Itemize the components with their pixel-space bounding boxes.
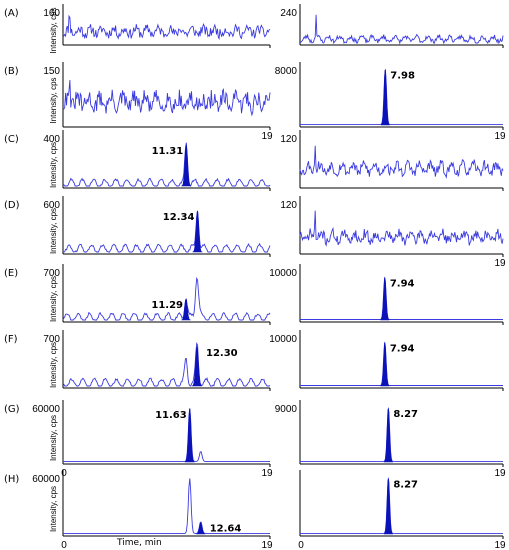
row-label: (E): [4, 268, 18, 279]
chromatogram-panel: 600 (D) 12.34 Intensity, cps: [4, 196, 271, 257]
y-max-tick-label: 10000: [269, 334, 297, 345]
chromatogram-panel: 60000 0 19 (G) 11.63 Intensity, cps: [4, 400, 273, 479]
y-axis-label: Intensity, cps: [49, 77, 58, 123]
y-max-tick-label: 10000: [269, 268, 297, 279]
chromatogram-panel: 8000 19 7.98: [275, 62, 506, 142]
chromatogram-panel: 240: [280, 4, 504, 48]
y-max-tick-label: 60000: [32, 404, 60, 415]
chromatogram-panel: 9000 19 8.27: [275, 400, 506, 479]
row-label: (D): [4, 200, 20, 211]
filled-peak: [192, 210, 203, 253]
x-end-tick-label: 19: [261, 131, 273, 142]
y-axis-label: Intensity, cps: [49, 486, 58, 532]
chromatogram-trace: [62, 142, 271, 187]
y-axis-label: Intensity, cps: [49, 7, 58, 53]
chromatogram-trace: [300, 479, 503, 534]
peak-retention-label: 7.94: [390, 279, 415, 290]
chromatogram-panel: 10000 7.94: [269, 330, 504, 391]
row-label: (F): [4, 334, 18, 345]
filled-peak: [196, 521, 206, 535]
x-start-tick-label: 0: [61, 468, 67, 479]
y-axis-label: Intensity, cps: [49, 276, 58, 322]
y-axis-label: Intensity, cps: [49, 142, 58, 188]
chromatogram-trace: [62, 79, 271, 117]
chromatogram-trace: [300, 69, 503, 125]
chromatogram-trace: [62, 14, 271, 41]
chromatogram-trace: [63, 408, 270, 462]
row-label: (G): [4, 404, 20, 415]
chromatogram-trace: [62, 342, 271, 387]
peak-retention-label: 11.31: [152, 146, 184, 157]
y-max-tick-label: 8000: [275, 66, 298, 77]
y-max-tick-label: 120: [280, 134, 297, 145]
y-max-tick-label: 60000: [32, 474, 60, 485]
chromatogram-trace: [300, 409, 503, 462]
filled-peak: [380, 276, 390, 321]
y-max-tick-label: 240: [280, 8, 297, 19]
filled-peak: [383, 407, 393, 463]
y-max-tick-label: 400: [43, 134, 60, 145]
chromatogram-panel: 120: [280, 130, 504, 191]
chromatogram-panel: 0 19 8.27: [298, 470, 506, 550]
filled-peak: [181, 298, 191, 321]
row-label: (C): [4, 134, 19, 145]
x-start-tick-label: 0: [298, 540, 304, 550]
chromatogram-panel: 400 (C) 11.31 Intensity, cps: [4, 130, 271, 191]
chromatogram-trace: [63, 211, 271, 253]
peak-retention-label: 11.63: [155, 410, 187, 421]
peak-retention-label: 8.27: [393, 479, 418, 490]
filled-peak: [383, 477, 393, 535]
y-max-tick-label: 700: [43, 334, 60, 345]
peak-retention-label: 11.29: [151, 300, 183, 311]
x-end-tick-label: 19: [261, 468, 273, 479]
y-axis-label: Intensity, cps: [49, 342, 58, 388]
peak-retention-label: 7.94: [390, 344, 415, 355]
row-label: (H): [4, 474, 19, 485]
chromatogram-panel: 160 (A) Intensity, cps: [4, 4, 271, 54]
filled-peak: [181, 144, 192, 187]
x-start-tick-label: 0: [61, 540, 67, 550]
y-max-tick-label: 9000: [275, 404, 298, 415]
chromatogram-trace: [62, 276, 271, 321]
chromatogram-trace: [299, 210, 504, 247]
chromatogram-trace: [300, 342, 503, 386]
y-max-tick-label: 700: [43, 268, 60, 279]
x-end-tick-label: 19: [494, 258, 506, 269]
peak-retention-label: 12.34: [163, 212, 195, 223]
chromatogram-trace: [63, 478, 270, 534]
peak-retention-label: 7.98: [390, 71, 415, 82]
y-max-tick-label: 150: [43, 66, 60, 77]
x-axis-label: Time, min: [116, 538, 162, 548]
filled-peak: [184, 408, 195, 463]
chromatogram-panel: 10000 7.94: [269, 264, 504, 325]
chromatogram-trace: [300, 277, 503, 320]
chromatogram-panel: 700 (E) 11.29 Intensity, cps: [4, 264, 271, 325]
filled-peak: [380, 341, 390, 387]
x-end-tick-label: 19: [261, 540, 273, 550]
filled-peak: [380, 68, 390, 126]
x-end-tick-label: 19: [494, 131, 506, 142]
x-end-tick-label: 19: [494, 540, 506, 550]
y-axis-label: Intensity, cps: [49, 415, 58, 461]
row-label: (B): [4, 66, 19, 77]
row-label: (A): [4, 8, 19, 19]
peak-retention-label: 12.30: [206, 348, 238, 359]
y-max-tick-label: 120: [280, 200, 297, 211]
y-axis-label: Intensity, cps: [49, 208, 58, 254]
chromatogram-panel: 700 (F) 12.30 Intensity, cps: [4, 330, 271, 391]
chromatogram-panel: 150 19 (B) Intensity, cps: [4, 62, 273, 142]
y-max-tick-label: 600: [43, 200, 60, 211]
filled-peak: [191, 346, 203, 387]
panels-layer: 160 (A) Intensity, cps 240 150 19 (B) Intensity…: [4, 4, 506, 550]
peak-retention-label: 12.64: [210, 523, 242, 534]
peak-retention-label: 8.27: [393, 409, 418, 420]
y-max-tick-label: 160: [43, 8, 60, 19]
x-end-tick-label: 19: [494, 468, 506, 479]
chromatogram-trace: [299, 145, 504, 179]
chromatogram-panel: 120 19: [280, 196, 506, 269]
chromatogram-trace: [299, 14, 504, 45]
